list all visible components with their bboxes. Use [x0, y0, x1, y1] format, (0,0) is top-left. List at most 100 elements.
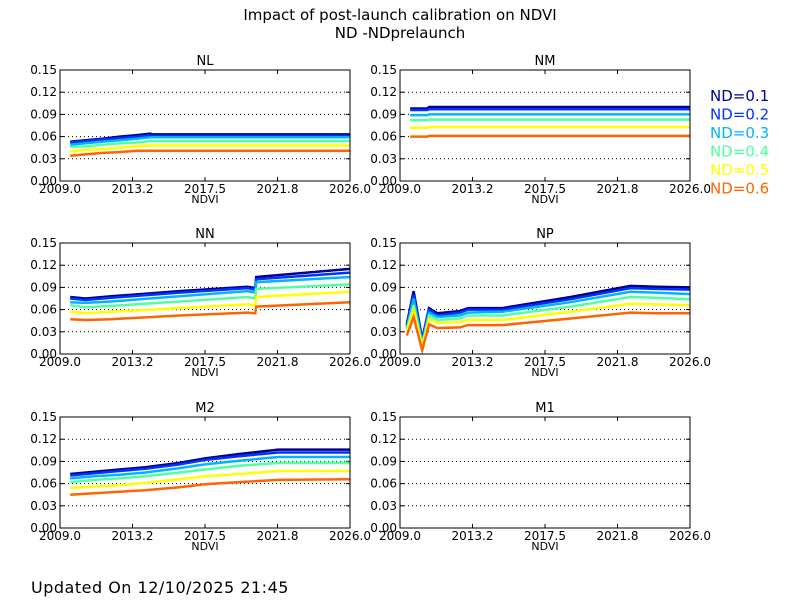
panel-title: NL: [197, 54, 215, 69]
x-tick-label: 2009.0: [379, 182, 421, 196]
series-line-nd-0-3: [70, 136, 350, 146]
x-tick-label: 2009.0: [39, 529, 81, 543]
y-tick-label: 0.15: [370, 63, 397, 77]
series-line-nd-0-2: [70, 133, 350, 144]
x-tick-label: 2017.5: [524, 355, 566, 369]
x-tick-label: 2013.2: [452, 182, 494, 196]
x-tick-label: 2009.0: [379, 355, 421, 369]
figure-title: Impact of post-launch calibration on NDV…: [243, 6, 556, 24]
series-line-nd-0-5: [410, 125, 690, 129]
x-tick-label: 2021.8: [257, 529, 299, 543]
y-tick-label: 0.06: [30, 303, 57, 317]
series-line-nd-0-4: [70, 461, 350, 484]
panel-nm: NM 0.00 0.03 0.06 0.09 0.12 0.15 2009.0 2013.2 20…: [370, 54, 711, 206]
updated-timestamp: Updated On 12/10/2025 21:45: [31, 578, 289, 597]
y-tick-label: 0.12: [30, 85, 57, 99]
y-tick-label: 0.00: [370, 521, 397, 535]
series-line-nd-0-2: [70, 451, 350, 477]
plot-frame: [399, 242, 691, 355]
y-tick-label: 0.15: [30, 410, 57, 424]
y-tick-label: 0.15: [30, 63, 57, 77]
y-tick-label: 0.00: [370, 347, 397, 361]
y-tick-label: 0.09: [370, 454, 397, 468]
x-tick-label: 2026.0: [669, 529, 711, 543]
y-tick-label: 0.03: [30, 499, 57, 513]
series-line-nd-0-6: [70, 300, 351, 322]
y-tick-label: 0.06: [370, 477, 397, 491]
plot-frame: [399, 69, 691, 182]
x-tick-label: 2026.0: [329, 182, 371, 196]
panel-m1: M1 0.00 0.03 0.06 0.09 0.12 0.15 2009.0 2013.2 20…: [370, 401, 711, 553]
x-tick-label: 2026.0: [329, 529, 371, 543]
y-tick-label: 0.03: [30, 152, 57, 166]
y-tick-label: 0.09: [370, 280, 397, 294]
panel-title: NM: [535, 54, 556, 69]
x-axis-label: NDVI: [531, 193, 558, 206]
y-tick-label: 0.12: [370, 432, 397, 446]
legend-entry: ND=0.4: [710, 143, 769, 161]
y-tick-label: 0.06: [370, 130, 397, 144]
y-tick-label: 0.03: [370, 499, 397, 513]
figure-subtitle: ND -NDprelaunch: [335, 24, 465, 42]
series-line-nd-0-6: [70, 149, 350, 158]
x-tick-label: 2017.5: [524, 182, 566, 196]
series-line-nd-0-3: [70, 455, 350, 480]
legend-entry: ND=0.3: [710, 124, 769, 142]
y-tick-label: 0.09: [30, 107, 57, 121]
y-tick-label: 0.03: [370, 152, 397, 166]
y-tick-label: 0.15: [30, 236, 57, 250]
x-tick-label: 2013.2: [112, 182, 154, 196]
x-tick-label: 2026.0: [329, 355, 371, 369]
y-tick-label: 0.06: [370, 303, 397, 317]
series-line-nd-0-5: [70, 469, 350, 490]
x-tick-label: 2021.8: [597, 355, 639, 369]
x-tick-label: 2009.0: [379, 529, 421, 543]
y-tick-label: 0.12: [370, 258, 397, 272]
x-tick-label: 2009.0: [39, 355, 81, 369]
panel-title: NP: [536, 227, 554, 242]
y-tick-label: 0.03: [30, 325, 57, 339]
legend-entry: ND=0.6: [710, 180, 769, 198]
y-tick-label: 0.00: [30, 174, 57, 188]
y-tick-label: 0.00: [30, 347, 57, 361]
series-line-nd-0-3: [410, 113, 690, 117]
x-tick-label: 2013.2: [452, 355, 494, 369]
x-axis-label: NDVI: [191, 366, 218, 379]
panel-nn: NN 0.00 0.03 0.06 0.09 0.12 0.15 2009.0 2013.2 20…: [30, 227, 371, 379]
x-axis-label: NDVI: [191, 193, 218, 206]
x-tick-label: 2017.5: [184, 355, 226, 369]
x-tick-label: 2017.5: [524, 529, 566, 543]
y-tick-label: 0.12: [30, 432, 57, 446]
y-tick-label: 0.06: [30, 130, 57, 144]
plot-frame: [59, 416, 351, 529]
y-tick-label: 0.03: [370, 325, 397, 339]
series-line-nd-0-2: [410, 107, 690, 112]
y-tick-label: 0.15: [370, 236, 397, 250]
y-tick-label: 0.12: [30, 258, 57, 272]
y-tick-label: 0.06: [30, 477, 57, 491]
series-line-nd-0-4: [70, 283, 351, 309]
x-tick-label: 2026.0: [669, 355, 711, 369]
y-tick-label: 0.12: [370, 85, 397, 99]
series-line-nd-0-3: [70, 275, 351, 305]
x-axis-label: NDVI: [191, 540, 218, 553]
series-line-nd-0-1: [410, 105, 690, 110]
plot-frame: [59, 242, 351, 355]
plot-frame: [399, 416, 691, 529]
plot-frame: [59, 69, 351, 182]
x-tick-label: 2013.2: [112, 355, 154, 369]
x-tick-label: 2017.5: [184, 529, 226, 543]
x-tick-label: 2021.8: [597, 529, 639, 543]
x-tick-label: 2021.8: [597, 182, 639, 196]
legend: ND=0.1ND=0.2ND=0.3ND=0.4ND=0.5ND=0.6: [710, 87, 769, 198]
series-line-nd-0-4: [410, 118, 690, 122]
y-tick-label: 0.09: [30, 454, 57, 468]
series-line-nd-0-5: [70, 144, 350, 153]
series-line-nd-0-4: [70, 139, 350, 149]
panel-m2: M2 0.00 0.03 0.06 0.09 0.12 0.15 2009.0 2013.2 20…: [30, 401, 371, 553]
series-line-nd-0-1: [70, 448, 350, 476]
panel-title: NN: [195, 227, 214, 242]
x-tick-label: 2026.0: [669, 182, 711, 196]
y-tick-label: 0.00: [370, 174, 397, 188]
